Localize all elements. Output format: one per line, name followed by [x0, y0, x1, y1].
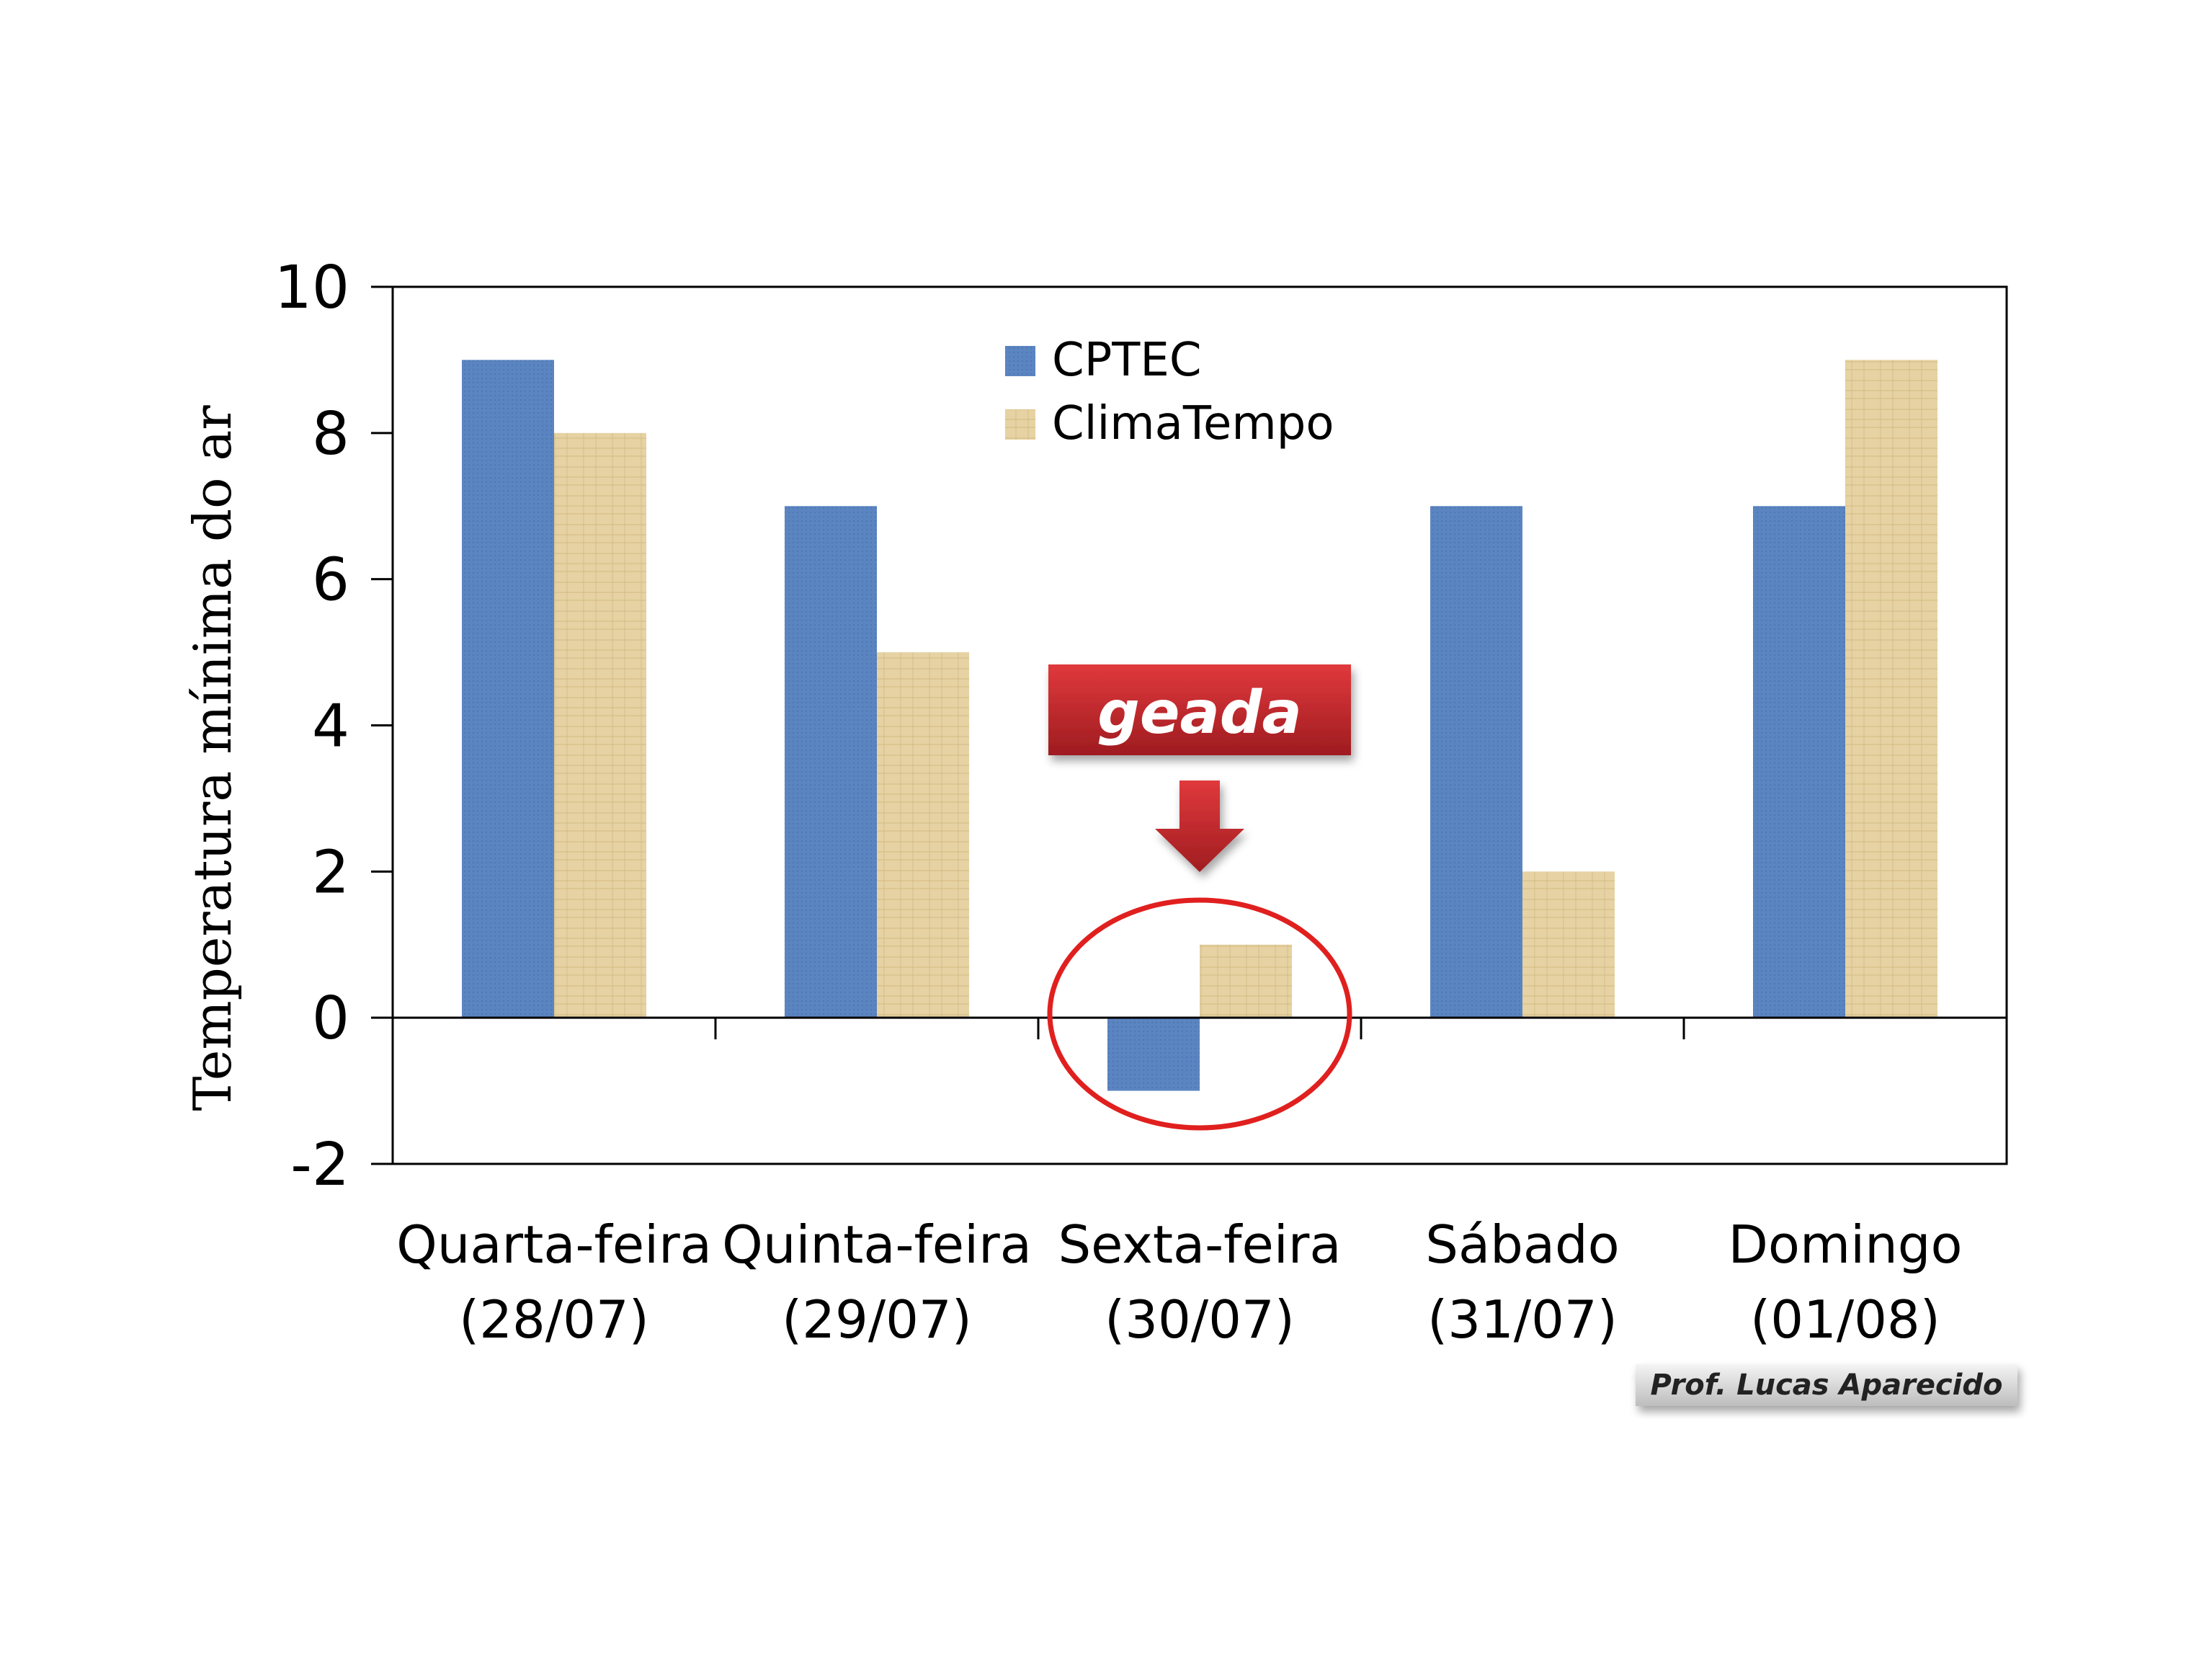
- y-axis-label: Temperatura mínima do ar: [182, 405, 243, 1111]
- bar-climatempo-1: [877, 652, 969, 1018]
- bar-cptec-0: [462, 360, 554, 1018]
- bar-cptec-3: [1430, 506, 1522, 1018]
- x-tick-label: Sexta-feira (30/07): [1058, 1214, 1341, 1350]
- y-axis: -2 0 2 4 6 8 10: [275, 254, 393, 1199]
- bar-climatempo-3: [1522, 871, 1615, 1018]
- legend-label-climatempo: ClimaTempo: [1052, 397, 1334, 450]
- geada-annotation: geada: [1047, 664, 1352, 1131]
- y-tick-label: 6: [312, 546, 349, 615]
- credit-text: Prof. Lucas Aparecido: [1650, 1369, 2002, 1402]
- bar-climatempo-2: [1200, 944, 1292, 1018]
- legend-swatch-cptec: [1005, 346, 1035, 376]
- geada-label: geada: [1097, 679, 1302, 747]
- legend: CPTEC ClimaTempo: [1005, 334, 1334, 450]
- bars: [462, 360, 1937, 1091]
- y-tick-label: 2: [312, 838, 349, 907]
- y-tick-label: 8: [312, 400, 349, 468]
- credit-badge: Prof. Lucas Aparecido: [1636, 1364, 2017, 1406]
- x-axis: Quarta-feira (28/07)Quinta-feira (29/07)Se…: [393, 1016, 2007, 1350]
- bar-cptec-1: [785, 506, 877, 1018]
- y-tick-label: 4: [312, 693, 349, 761]
- x-tick-label: Quinta-feira (29/07): [722, 1214, 1032, 1350]
- highlight-circle: [1047, 897, 1352, 1131]
- callout-rect: [1048, 664, 1351, 755]
- x-tick-label: Domingo (01/08): [1728, 1214, 1962, 1350]
- bar-climatempo-4: [1845, 360, 1937, 1018]
- bar-cptec-4: [1753, 506, 1845, 1018]
- x-tick-label: Quarta-feira (28/07): [396, 1214, 712, 1350]
- y-tick-label: 10: [275, 254, 349, 322]
- geada-callout-box: geada: [1048, 664, 1351, 755]
- bar-cptec-2: [1107, 1018, 1200, 1091]
- x-tick-label: Sábado (31/07): [1425, 1214, 1619, 1350]
- y-tick-label: -2: [290, 1131, 349, 1199]
- y-tick-label: 0: [312, 984, 349, 1053]
- bar-climatempo-0: [554, 432, 646, 1018]
- legend-label-cptec: CPTEC: [1052, 334, 1202, 387]
- legend-swatch-climatempo: [1005, 409, 1035, 440]
- arrow-down-icon: [1155, 780, 1244, 872]
